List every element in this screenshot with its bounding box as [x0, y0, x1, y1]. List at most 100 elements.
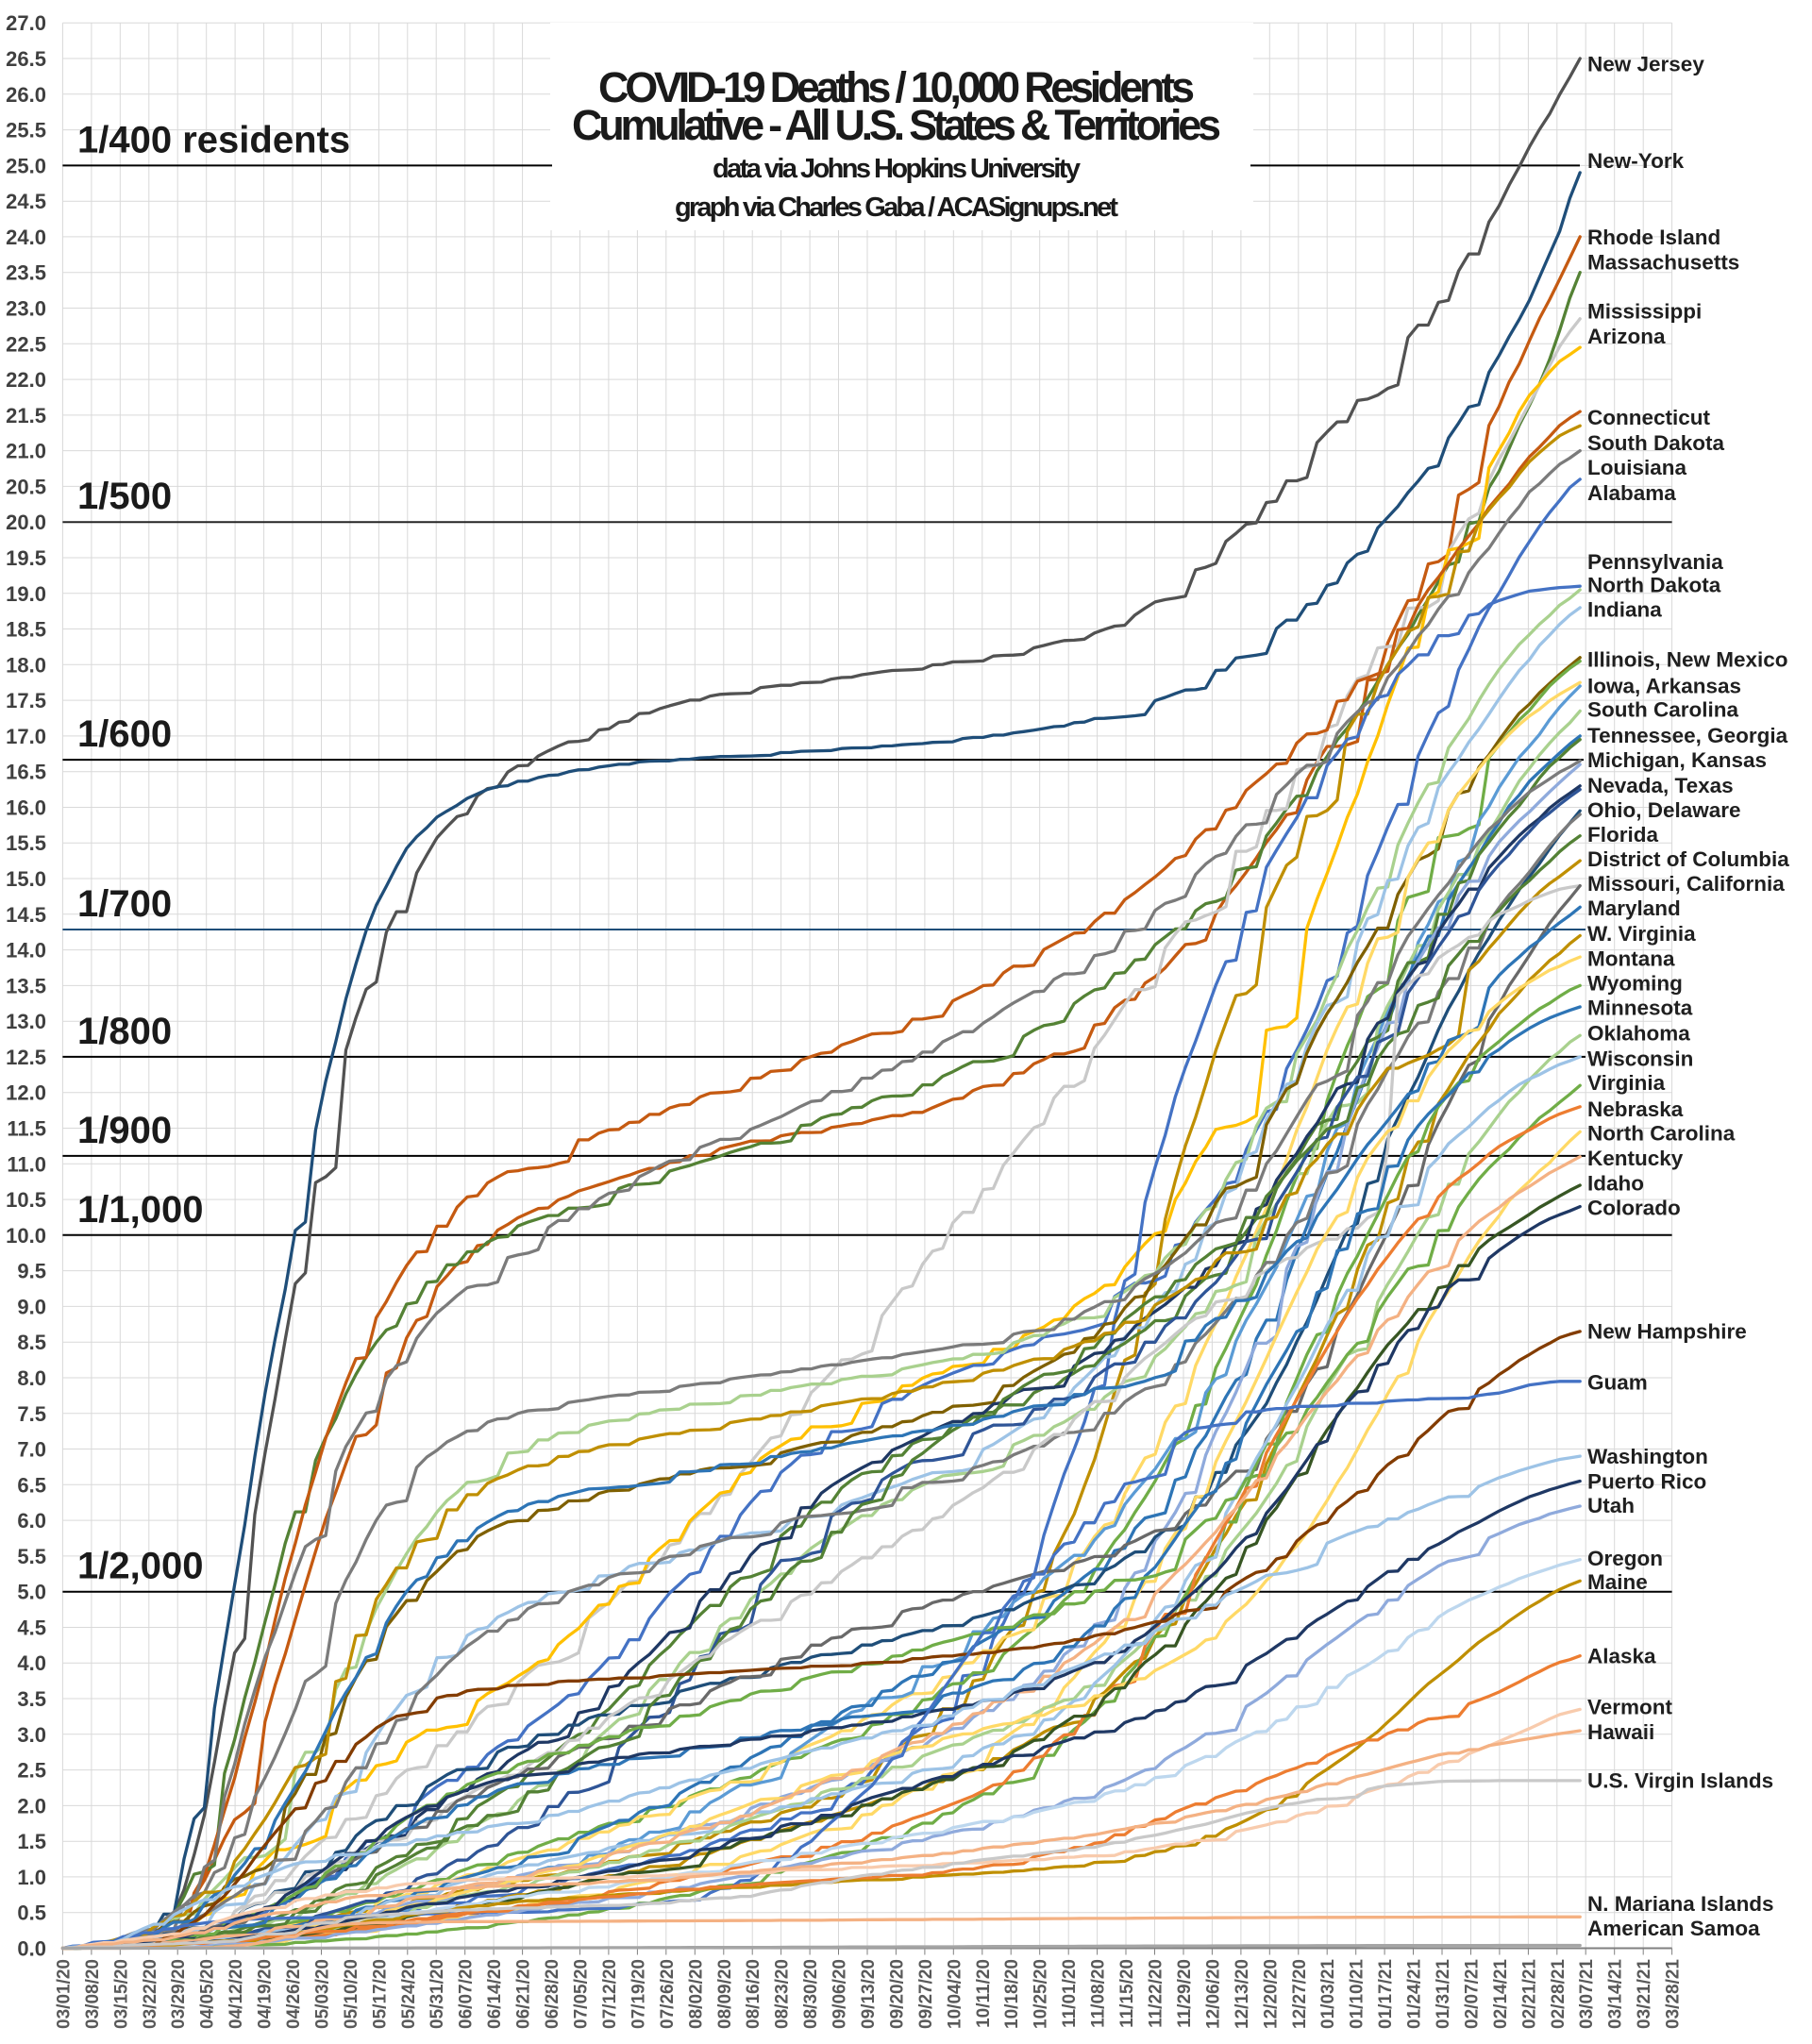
svg-text:Illinois, New Mexico: Illinois, New Mexico: [1587, 647, 1788, 671]
svg-text:10/04/20: 10/04/20: [945, 1959, 965, 2029]
svg-text:07/12/20: 07/12/20: [600, 1959, 620, 2029]
svg-text:15.5: 15.5: [6, 831, 46, 855]
svg-text:26.5: 26.5: [6, 47, 46, 71]
svg-text:9.5: 9.5: [17, 1260, 46, 1283]
svg-text:11.0: 11.0: [7, 1152, 46, 1176]
svg-text:06/14/20: 06/14/20: [485, 1959, 505, 2029]
svg-text:20.5: 20.5: [6, 475, 46, 498]
svg-text:06/21/20: 06/21/20: [514, 1959, 534, 2029]
svg-text:15.0: 15.0: [6, 867, 46, 891]
svg-text:14.5: 14.5: [6, 903, 46, 927]
svg-text:12/27/20: 12/27/20: [1290, 1959, 1310, 2029]
svg-text:17.5: 17.5: [6, 689, 46, 712]
svg-text:01/10/21: 01/10/21: [1348, 1959, 1367, 2029]
svg-text:Kentucky: Kentucky: [1587, 1147, 1684, 1170]
svg-text:03/14/21: 03/14/21: [1606, 1959, 1626, 2029]
svg-text:1/700: 1/700: [77, 883, 172, 925]
svg-text:Alaska: Alaska: [1587, 1645, 1656, 1668]
svg-text:Tennessee, Georgia: Tennessee, Georgia: [1587, 724, 1788, 747]
svg-text:Hawaii: Hawaii: [1587, 1720, 1654, 1744]
svg-text:1/600: 1/600: [77, 713, 172, 755]
svg-text:04/19/20: 04/19/20: [256, 1959, 276, 2029]
svg-text:2.5: 2.5: [17, 1759, 46, 1783]
svg-text:12.0: 12.0: [6, 1081, 46, 1105]
svg-text:24.5: 24.5: [6, 190, 46, 213]
svg-text:Mississippi: Mississippi: [1587, 300, 1702, 324]
svg-text:17.0: 17.0: [6, 725, 46, 748]
svg-text:16.5: 16.5: [6, 761, 46, 784]
svg-text:12/06/20: 12/06/20: [1203, 1959, 1223, 2029]
svg-text:2.0: 2.0: [17, 1794, 46, 1818]
svg-text:1/800: 1/800: [77, 1011, 172, 1052]
svg-text:7.0: 7.0: [17, 1438, 46, 1462]
svg-text:Pennsylvania: Pennsylvania: [1587, 550, 1723, 574]
svg-text:03/22/20: 03/22/20: [141, 1959, 160, 2029]
svg-text:09/20/20: 09/20/20: [887, 1959, 907, 2029]
svg-text:08/30/20: 08/30/20: [801, 1959, 821, 2029]
svg-text:05/31/20: 05/31/20: [428, 1959, 447, 2029]
svg-text:8.5: 8.5: [17, 1331, 46, 1354]
svg-text:11/29/20: 11/29/20: [1175, 1959, 1195, 2028]
svg-text:16.0: 16.0: [6, 796, 46, 820]
svg-text:Maryland: Maryland: [1587, 896, 1681, 920]
svg-text:Wyoming: Wyoming: [1587, 971, 1683, 995]
svg-text:graph via Charles Gaba / ACASi: graph via Charles Gaba / ACASignups.net: [675, 193, 1118, 223]
svg-text:Cumulative - All U.S. States &: Cumulative - All U.S. States & Territori…: [572, 101, 1221, 149]
svg-text:09/13/20: 09/13/20: [859, 1959, 879, 2029]
svg-text:Montana: Montana: [1587, 947, 1675, 970]
svg-text:03/01/20: 03/01/20: [54, 1959, 74, 2029]
svg-text:05/03/20: 05/03/20: [313, 1959, 333, 2029]
svg-text:Iowa, Arkansas: Iowa, Arkansas: [1587, 674, 1741, 697]
svg-text:23.5: 23.5: [6, 261, 46, 285]
svg-text:09/06/20: 09/06/20: [830, 1959, 850, 2029]
svg-text:1/1,000: 1/1,000: [77, 1189, 203, 1231]
svg-text:13.0: 13.0: [6, 1010, 46, 1033]
svg-text:09/27/20: 09/27/20: [916, 1959, 936, 2029]
svg-text:Nevada, Texas: Nevada, Texas: [1587, 774, 1734, 797]
svg-text:South Dakota: South Dakota: [1587, 431, 1724, 455]
svg-text:N. Mariana Islands: N. Mariana Islands: [1587, 1892, 1774, 1916]
svg-text:10/11/20: 10/11/20: [974, 1959, 994, 2028]
svg-text:18.5: 18.5: [6, 618, 46, 642]
svg-text:W. Virginia: W. Virginia: [1587, 922, 1696, 946]
svg-text:11/08/20: 11/08/20: [1089, 1959, 1109, 2028]
svg-text:Puerto Rico: Puerto Rico: [1587, 1469, 1706, 1493]
svg-text:11.5: 11.5: [7, 1117, 46, 1141]
svg-text:5.0: 5.0: [17, 1581, 46, 1604]
svg-text:COVID-19 Deaths / 10,000 Resid: COVID-19 Deaths / 10,000 Residents: [598, 63, 1195, 111]
svg-text:Guam: Guam: [1587, 1370, 1648, 1394]
svg-text:08/09/20: 08/09/20: [715, 1959, 735, 2029]
svg-text:22.0: 22.0: [6, 368, 46, 392]
svg-text:Florida: Florida: [1587, 823, 1658, 846]
svg-text:03/07/21: 03/07/21: [1577, 1959, 1597, 2029]
svg-text:21.5: 21.5: [6, 404, 46, 427]
svg-text:Rhode Island: Rhode Island: [1587, 226, 1720, 249]
svg-text:03/15/20: 03/15/20: [111, 1959, 131, 2029]
svg-text:03/28/21: 03/28/21: [1664, 1959, 1684, 2029]
svg-text:Washington: Washington: [1587, 1445, 1708, 1468]
svg-text:10/25/20: 10/25/20: [1032, 1959, 1051, 2029]
svg-text:24.0: 24.0: [6, 226, 46, 249]
svg-text:1/500: 1/500: [77, 476, 172, 517]
svg-text:25.5: 25.5: [6, 119, 46, 142]
svg-text:Idaho: Idaho: [1587, 1172, 1644, 1196]
svg-text:19.5: 19.5: [6, 546, 46, 570]
svg-text:07/19/20: 07/19/20: [629, 1959, 648, 2029]
svg-text:Ohio, Delaware: Ohio, Delaware: [1587, 798, 1741, 822]
svg-text:01/03/21: 01/03/21: [1318, 1959, 1338, 2029]
svg-text:Alabama: Alabama: [1587, 481, 1676, 505]
svg-text:10/18/20: 10/18/20: [1002, 1959, 1022, 2029]
svg-text:7.5: 7.5: [17, 1402, 46, 1426]
svg-text:08/16/20: 08/16/20: [744, 1959, 763, 2029]
svg-text:8.0: 8.0: [17, 1366, 46, 1390]
svg-text:data via Johns Hopkins Univers: data via Johns Hopkins University: [713, 154, 1081, 184]
svg-text:U.S. Virgin Islands: U.S. Virgin Islands: [1587, 1769, 1773, 1793]
svg-text:New Hampshire: New Hampshire: [1587, 1319, 1747, 1343]
svg-text:19.0: 19.0: [6, 582, 46, 606]
svg-text:4.5: 4.5: [17, 1617, 46, 1640]
svg-text:1/900: 1/900: [77, 1110, 172, 1151]
svg-text:10.0: 10.0: [6, 1224, 46, 1248]
svg-text:New Jersey: New Jersey: [1587, 53, 1704, 76]
svg-text:Minnesota: Minnesota: [1587, 996, 1693, 1019]
svg-text:12/13/20: 12/13/20: [1233, 1959, 1252, 2029]
